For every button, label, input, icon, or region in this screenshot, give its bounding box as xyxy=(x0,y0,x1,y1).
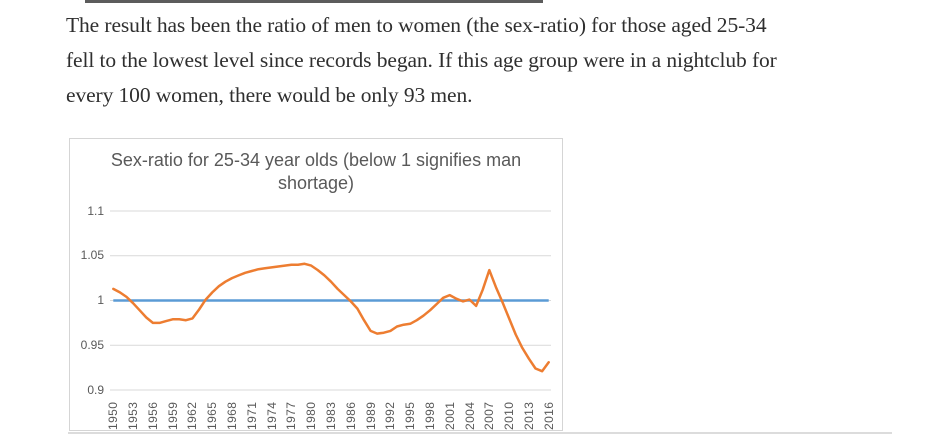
y-tick-label: 0.95 xyxy=(80,337,104,352)
x-tick-label: 1989 xyxy=(363,401,378,430)
x-tick-label: 1995 xyxy=(403,401,418,430)
x-tick-label: 1986 xyxy=(343,401,358,430)
y-tick-label: 1.1 xyxy=(87,203,104,218)
x-tick-label: 1959 xyxy=(165,401,180,430)
x-tick-label: 2004 xyxy=(462,401,477,430)
intro-paragraph: The result has been the ratio of men to … xyxy=(66,8,926,113)
y-tick-label: 0.9 xyxy=(87,382,104,397)
x-tick-label: 1968 xyxy=(225,401,240,430)
x-tick-label: 2010 xyxy=(502,401,517,430)
y-tick-label: 1 xyxy=(97,293,104,307)
x-tick-label: 2007 xyxy=(482,401,497,430)
x-tick-label: 2001 xyxy=(442,401,457,430)
chart-title: Sex-ratio for 25-34 year olds (below 1 s… xyxy=(110,150,522,193)
intro-line: The result has been the ratio of men to … xyxy=(66,13,767,37)
intro-line: every 100 women, there would be only 93 … xyxy=(66,83,473,107)
x-tick-label: 1998 xyxy=(422,401,437,430)
x-tick-label: 1965 xyxy=(205,401,220,430)
x-tick-label: 2016 xyxy=(541,401,556,430)
y-tick-label: 1.05 xyxy=(80,248,104,263)
x-tick-label: 1962 xyxy=(185,401,200,430)
section-divider xyxy=(68,432,892,434)
x-tick-label: 1983 xyxy=(324,401,338,430)
x-tick-label: 1971 xyxy=(244,401,259,430)
x-tick-label: 1950 xyxy=(106,401,121,430)
series-line-sex-ratio xyxy=(112,262,550,373)
x-tick-label: 1977 xyxy=(284,401,299,430)
x-tick-label: 1953 xyxy=(126,401,141,430)
cropped-text-remnant xyxy=(85,0,543,3)
x-tick-label: 1992 xyxy=(383,401,398,430)
x-tick-label: 1974 xyxy=(264,401,279,430)
x-tick-label: 2013 xyxy=(521,401,536,430)
x-tick-label: 1956 xyxy=(145,401,160,430)
sex-ratio-chart: Sex-ratio for 25-34 year olds (below 1 s… xyxy=(69,138,563,431)
x-tick-label: 1980 xyxy=(304,401,319,430)
intro-line: fell to the lowest level since records b… xyxy=(66,48,777,72)
